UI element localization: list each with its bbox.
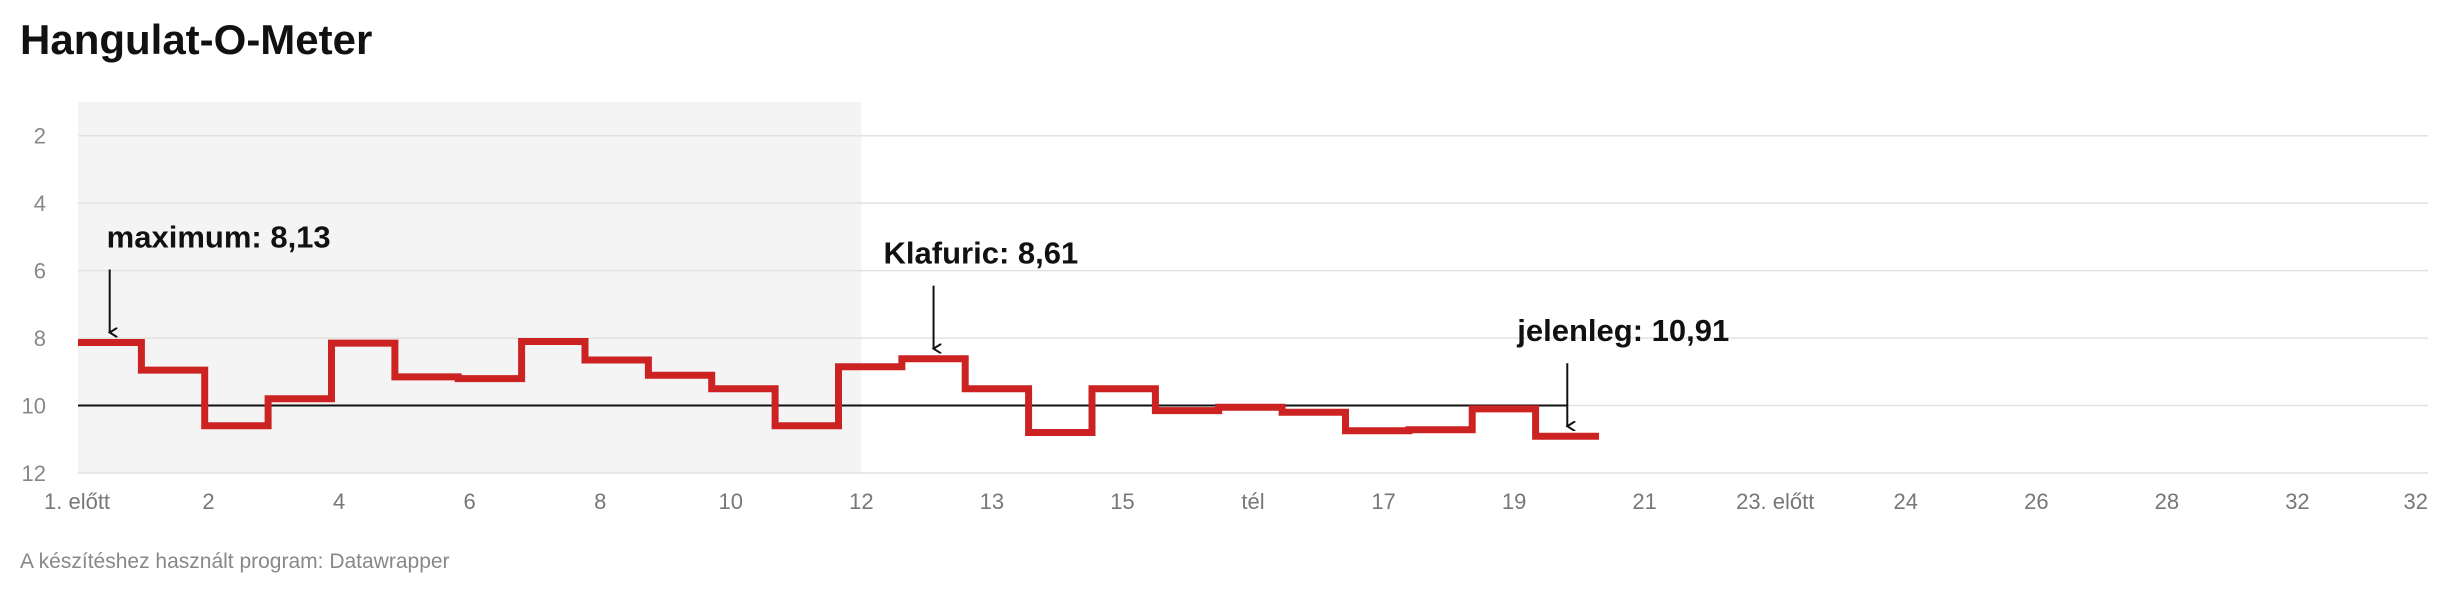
shaded-period — [78, 102, 862, 473]
x-tick-label: 13 — [980, 489, 1004, 514]
y-tick-label: 6 — [34, 259, 46, 284]
annotation-label: Klafuric: 8,61 — [884, 236, 1079, 271]
y-tick-label: 12 — [22, 461, 46, 486]
x-tick-label: 15 — [1110, 489, 1134, 514]
x-tick-label: 12 — [849, 489, 873, 514]
x-tick-label: 19 — [1502, 489, 1526, 514]
x-tick-label: tél — [1241, 489, 1264, 514]
chart-title: Hangulat-O-Meter — [20, 16, 373, 63]
x-tick-label: 1. előtt — [44, 489, 110, 514]
x-tick-label: 10 — [719, 489, 743, 514]
x-tick-label: 21 — [1632, 489, 1656, 514]
y-tick-label: 2 — [34, 124, 46, 149]
x-tick-label: 23. előtt — [1736, 489, 1814, 514]
y-tick-label: 10 — [22, 394, 46, 419]
x-tick-label: 32 — [2285, 489, 2309, 514]
annotation-label: maximum: 8,13 — [107, 219, 331, 254]
x-tick-label: 32 — [2404, 489, 2428, 514]
x-tick-label: 2 — [202, 489, 214, 514]
mood-step-line — [78, 338, 1599, 440]
x-tick-label: 28 — [2155, 489, 2179, 514]
footer-credit: A készítéshez használt program: Datawrap… — [20, 550, 450, 573]
x-tick-label: 6 — [464, 489, 476, 514]
x-tick-label: 24 — [1894, 489, 1918, 514]
annotation-label: jelenleg: 10,91 — [1516, 313, 1729, 348]
y-tick-label: 8 — [34, 326, 46, 351]
x-tick-label: 26 — [2024, 489, 2048, 514]
x-tick-label: 17 — [1371, 489, 1395, 514]
y-tick-label: 4 — [34, 191, 46, 216]
x-tick-label: 4 — [333, 489, 345, 514]
x-tick-label: 8 — [594, 489, 606, 514]
